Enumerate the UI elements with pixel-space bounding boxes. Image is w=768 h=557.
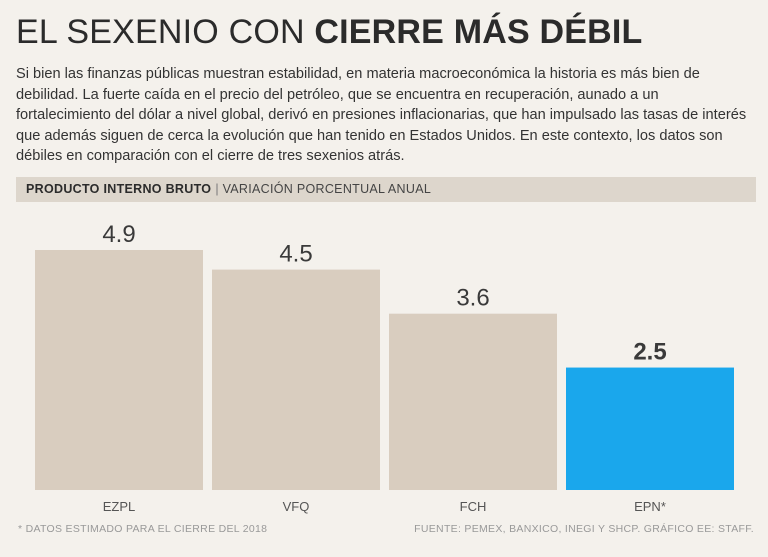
category-label: FCH: [460, 499, 487, 514]
bar-chart: 4.9 EZPL 4.5 VFQ 3.6 FCH 2.5 EPN*: [35, 221, 734, 514]
category-label: VFQ: [283, 499, 310, 514]
bar-ezpl: [35, 250, 203, 490]
bar-vfq: [212, 269, 380, 490]
subhead-separator: |: [215, 182, 219, 196]
category-label: EZPL: [103, 499, 136, 514]
bar-fch: [389, 313, 557, 490]
chart-subhead-title: PRODUCTO INTERNO BRUTO: [26, 182, 212, 196]
title-light: EL SEXENIO CON: [16, 13, 305, 51]
value-label: 4.9: [102, 221, 135, 248]
value-label: 4.5: [279, 241, 312, 268]
chart-subhead-subtitle: VARIACIÓN PORCENTUAL ANUAL: [222, 182, 432, 196]
title-bold: CIERRE MÁS DÉBIL: [314, 13, 643, 51]
source-credit: FUENTE: PEMEX, BANXICO, INEGI Y SHCP. GR…: [414, 523, 754, 535]
footnote: * DATOS ESTIMADO PARA EL CIERRE DEL 2018: [18, 523, 268, 535]
bar-epn: [566, 367, 734, 490]
subhead-band: [16, 177, 756, 202]
chart-title: EL SEXENIO CON CIERRE MÁS DÉBIL: [16, 10, 643, 54]
value-label: 3.6: [456, 285, 489, 312]
intro-paragraph: Si bien las finanzas públicas muestran e…: [16, 66, 747, 164]
chart-subhead: PRODUCTO INTERNO BRUTO | VARIACIÓN PORCENT…: [26, 181, 431, 198]
value-label: 2.5: [633, 339, 666, 366]
category-label: EPN*: [634, 499, 666, 514]
